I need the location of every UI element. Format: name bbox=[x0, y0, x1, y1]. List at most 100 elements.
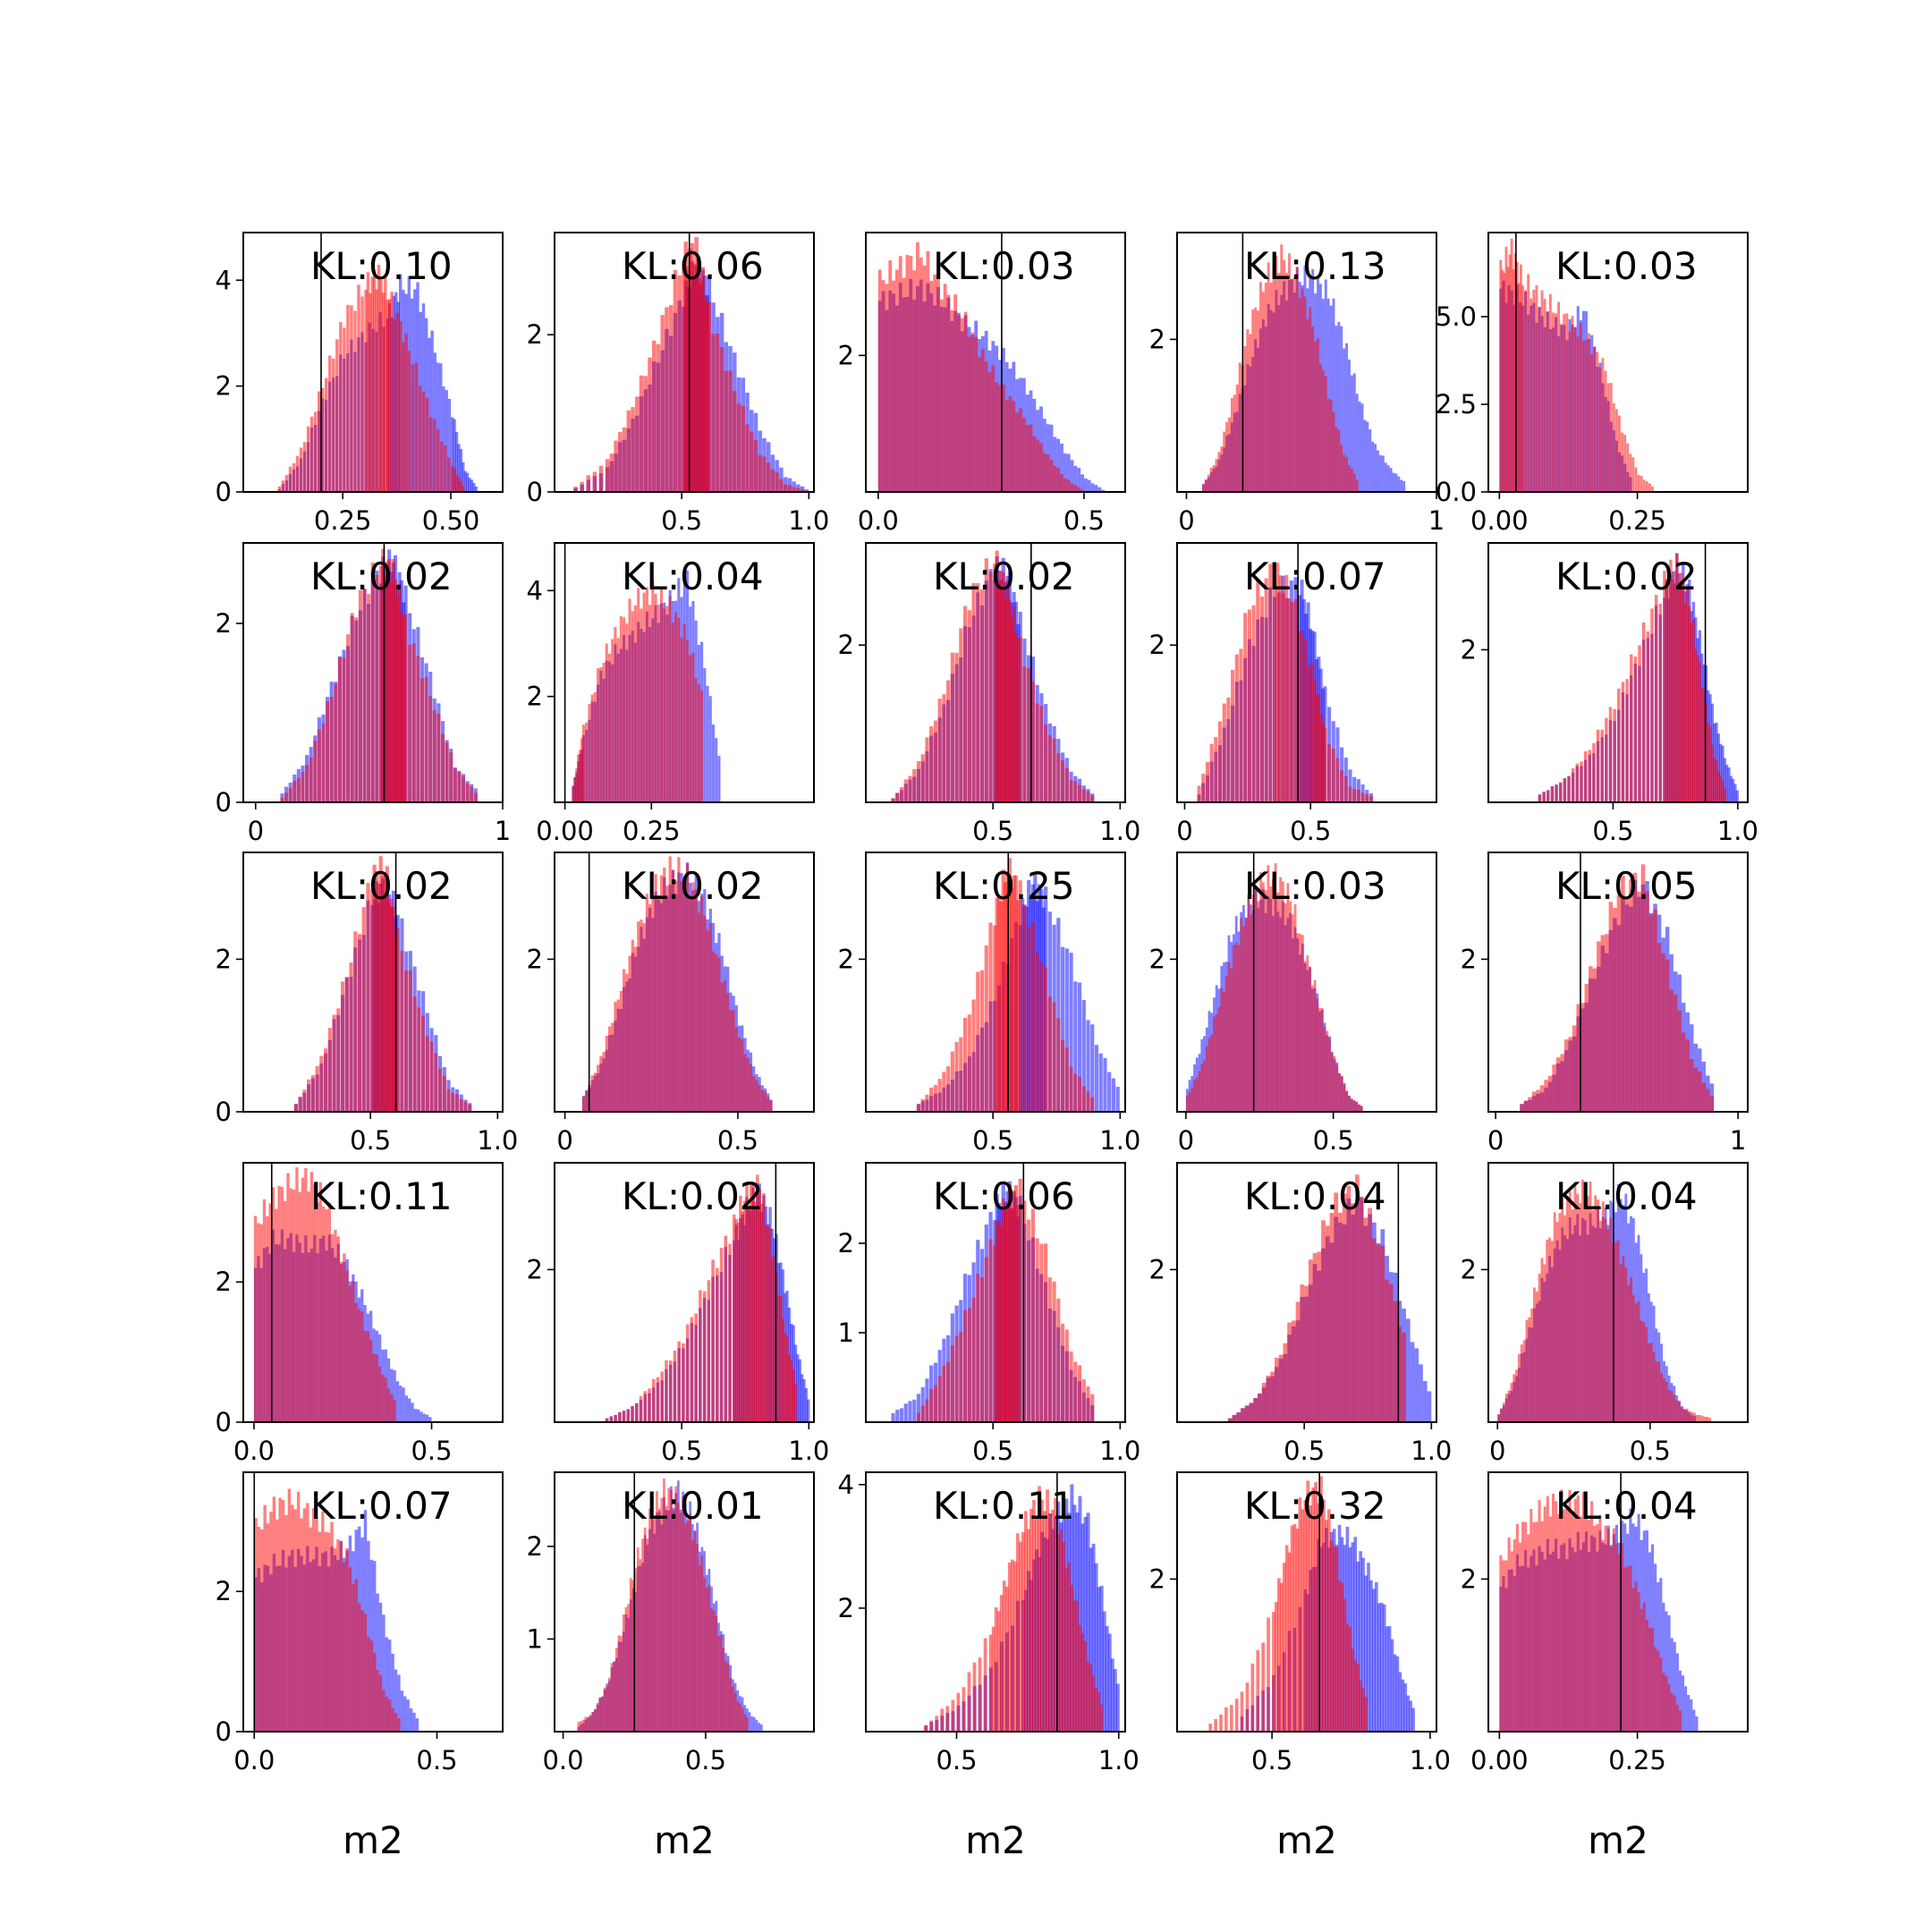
bar-series-b bbox=[310, 1075, 315, 1112]
kl-annotation: KL:0.25 bbox=[933, 864, 1075, 908]
bar-series-b bbox=[1027, 927, 1031, 1112]
bar-series-b bbox=[1566, 1197, 1569, 1422]
bar-series-b bbox=[381, 876, 386, 1112]
bar-series-b bbox=[605, 459, 610, 492]
plot-area bbox=[891, 1163, 1095, 1422]
bar-series-b bbox=[937, 699, 942, 802]
bar-series-b bbox=[694, 1313, 698, 1422]
bar-series-b bbox=[659, 586, 663, 802]
bar-series-b bbox=[1042, 453, 1046, 492]
bar-series-b bbox=[1623, 434, 1627, 492]
histogram-panel: 20 1KL:0.05 bbox=[1461, 852, 1749, 1156]
kl-annotation: KL:0.03 bbox=[1244, 864, 1386, 908]
bar-series-b bbox=[983, 1638, 987, 1732]
bar-series-b bbox=[929, 726, 934, 802]
bar-series-b bbox=[354, 617, 359, 802]
bar-series-b bbox=[1593, 346, 1597, 492]
bar-series-b bbox=[1393, 1301, 1398, 1422]
bar-series-b bbox=[281, 1499, 285, 1732]
bar-series-b bbox=[972, 1662, 977, 1732]
bar-series-b bbox=[1016, 638, 1021, 802]
x-tick-label: 0.50 bbox=[422, 505, 480, 536]
kl-annotation: KL:0.32 bbox=[1244, 1484, 1386, 1528]
y-tick-label: 2 bbox=[1149, 630, 1165, 660]
bar-series-b bbox=[597, 1064, 600, 1112]
bar-series-b bbox=[1073, 1361, 1078, 1422]
bar-series-b bbox=[411, 643, 416, 802]
bar-series-a bbox=[430, 330, 434, 492]
bar-series-b bbox=[622, 1411, 626, 1422]
bar-series-b bbox=[287, 1488, 292, 1732]
bar-series-a bbox=[1101, 489, 1105, 492]
bar-series-b bbox=[715, 953, 718, 1112]
bar-series-b bbox=[1080, 489, 1084, 492]
bar-series-b bbox=[1525, 1319, 1529, 1422]
bar-series-b bbox=[1251, 605, 1256, 802]
bar-series-b bbox=[614, 1001, 617, 1112]
x-axis-labels: m2 m2 m2 m2 m2 bbox=[343, 1818, 1648, 1862]
bar-series-b bbox=[1598, 367, 1602, 492]
bar-series-b bbox=[785, 1335, 789, 1422]
x-tick-label: 0.5 bbox=[416, 1745, 457, 1775]
bar-series-b bbox=[619, 990, 623, 1112]
bar-series-b bbox=[1624, 897, 1630, 1112]
bar-series-b bbox=[403, 614, 408, 802]
bar-series-b bbox=[328, 355, 332, 492]
bar-series-b bbox=[1657, 943, 1662, 1112]
bar-series-b bbox=[690, 1317, 694, 1422]
bar-series-a bbox=[1078, 1496, 1082, 1732]
bar-series-b bbox=[1053, 466, 1057, 492]
kl-annotation: KL:0.04 bbox=[1555, 1484, 1698, 1528]
bar-series-b bbox=[633, 946, 638, 1112]
bar-series-b bbox=[933, 720, 938, 802]
bar-series-a bbox=[1368, 428, 1372, 492]
bar-series-b bbox=[628, 955, 631, 1112]
bar-series-b bbox=[1301, 288, 1304, 492]
bar-series-b bbox=[708, 923, 712, 1112]
bar-series-b bbox=[357, 1603, 361, 1732]
bar-series-b bbox=[330, 1521, 334, 1732]
bar-series-b bbox=[335, 339, 339, 492]
bar-series-a bbox=[793, 1344, 798, 1422]
bar-series-b bbox=[1250, 1663, 1255, 1732]
bar-series-a bbox=[454, 431, 459, 492]
bar-series-b bbox=[1558, 1213, 1562, 1422]
bar-series-b bbox=[1655, 1361, 1658, 1422]
bar-series-b bbox=[375, 574, 379, 802]
bar-series-b bbox=[1502, 1560, 1505, 1732]
bar-series-b bbox=[1012, 875, 1016, 1112]
bar-series-b bbox=[787, 1354, 792, 1422]
bar-series-b bbox=[1307, 665, 1311, 802]
bar-series-b bbox=[1022, 1200, 1027, 1422]
bar-series-b bbox=[1546, 790, 1550, 802]
bar-series-b bbox=[967, 336, 971, 492]
bar-series-a bbox=[394, 1669, 398, 1732]
bar-series-b bbox=[616, 638, 620, 802]
bar-series-b bbox=[1697, 1071, 1702, 1112]
bar-series-b bbox=[739, 1703, 741, 1732]
bar-series-a bbox=[411, 1402, 414, 1422]
bar-series-b bbox=[573, 487, 578, 492]
bar-series-b bbox=[657, 605, 660, 802]
bar-series-b bbox=[1233, 945, 1235, 1112]
bar-series-b bbox=[1352, 1099, 1356, 1112]
bar-series-b bbox=[326, 701, 330, 802]
bar-series-b bbox=[722, 1648, 725, 1732]
bar-series-b bbox=[1064, 1047, 1069, 1112]
bar-series-b bbox=[959, 628, 963, 802]
bar-series-b bbox=[1532, 1521, 1536, 1732]
bar-series-b bbox=[665, 1360, 668, 1422]
bar-series-a bbox=[1358, 402, 1361, 492]
bar-series-b bbox=[585, 722, 589, 802]
bar-series-a bbox=[1724, 764, 1729, 802]
bar-series-b bbox=[307, 1079, 311, 1112]
bar-series-b bbox=[590, 694, 594, 802]
bar-series-a bbox=[1353, 1537, 1358, 1732]
bar-series-b bbox=[1279, 877, 1282, 1112]
bar-series-b bbox=[1073, 485, 1078, 492]
bar-series-a bbox=[1378, 454, 1382, 492]
x-tick-label: 1 bbox=[495, 816, 511, 846]
bar-series-b bbox=[1040, 1499, 1044, 1732]
bar-series-a bbox=[1731, 778, 1735, 802]
bar-series-a bbox=[457, 444, 461, 492]
